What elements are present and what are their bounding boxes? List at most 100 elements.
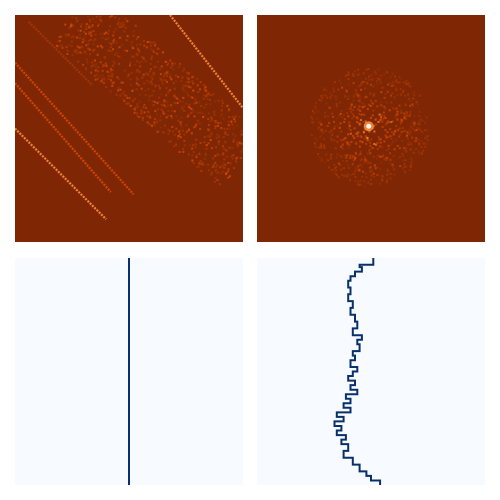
radial-speckle [385,101,388,104]
band-speckle [196,111,199,114]
radial-speckle [375,166,378,169]
radial-speckle [329,153,332,156]
radial-speckle [373,92,376,95]
radial-speckle [424,137,427,139]
radial-speckle [399,109,402,112]
band-speckle [94,33,97,36]
radial-speckle [359,135,362,138]
band-speckle [196,119,199,122]
band-speckle [155,119,158,122]
band-speckle [198,101,201,104]
band-speckle [110,15,113,17]
radial-speckle [385,156,388,159]
band-speckle [209,103,212,106]
radial-speckle [369,141,372,144]
band-speckle [170,104,173,107]
radial-speckle [373,143,376,145]
radial-speckle [359,98,362,101]
band-speckle [88,18,91,21]
flat-profile-panel [15,258,243,485]
radial-speckle [411,121,414,124]
radial-speckle [384,107,387,110]
radial-speckle [340,109,343,112]
band-speckle [231,157,234,160]
band-speckle [84,28,87,31]
radial-speckle [382,153,385,156]
radial-speckle [323,146,326,149]
radial-speckle [392,140,395,143]
radial-speckle [384,129,387,131]
band-speckle [131,41,134,44]
radial-speckle [376,80,378,83]
band-speckle [132,55,135,58]
radial-speckle [381,178,384,181]
band-speckle [132,47,135,50]
radial-speckle [320,123,323,126]
band-speckle [169,73,172,76]
band-speckle [136,44,138,47]
radial-speckle [345,89,348,92]
radial-speckle [405,111,408,114]
band-speckle [202,97,205,100]
radial-speckle [329,106,332,109]
band-speckle [205,144,208,147]
band-speckle [55,44,58,47]
band-speckle [79,51,82,54]
band-speckle [170,78,173,81]
radial-speckle [356,73,359,76]
radial-speckle [371,114,374,117]
band-speckle [196,77,199,80]
radial-speckle [420,146,423,149]
radial-speckle [345,155,348,158]
band-speckle [98,75,101,78]
band-speckle [142,57,145,60]
radial-speckle [362,113,365,116]
radial-speckle [391,72,394,75]
band-speckle [190,132,193,135]
radial-speckle [373,175,376,178]
band-speckle [212,93,215,96]
radial-speckle [362,162,365,165]
band-speckle [163,104,166,107]
radial-speckle [365,68,368,71]
band-speckle [126,35,129,38]
band-speckle [123,90,125,93]
band-speckle [221,104,223,107]
radial-speckle [367,68,370,70]
band-speckle [218,183,221,186]
band-speckle [143,44,146,47]
band-speckle [126,75,129,78]
radial-speckle [363,129,366,131]
band-speckle [227,168,230,171]
radial-speckle [371,78,374,81]
band-speckle [191,80,194,83]
radial-speckle [407,94,409,97]
band-speckle [94,38,97,41]
band-speckle [220,109,223,111]
band-speckle [60,35,63,38]
band-speckle [227,109,230,112]
radial-speckle [320,95,322,97]
band-speckle [209,94,212,97]
band-speckle [162,101,165,104]
radial-speckle [341,147,344,150]
radial-speckle [347,107,350,110]
profile-line [333,258,382,485]
radial-speckle [331,112,334,115]
radial-speckle [358,154,361,157]
band-speckle [239,150,242,153]
band-speckle [203,158,206,160]
radial-speckle [341,143,344,146]
band-speckle [71,24,74,26]
radial-speckle [376,77,379,80]
radial-speckle [396,128,399,131]
band-speckle [110,43,113,46]
band-speckle [138,70,141,73]
band-speckle [81,46,84,49]
radial-speckle [397,129,400,132]
radial-speckle [365,162,368,165]
band-speckle [107,29,110,32]
band-speckle [187,105,190,108]
band-speckle [214,169,217,172]
band-speckle [86,61,89,64]
